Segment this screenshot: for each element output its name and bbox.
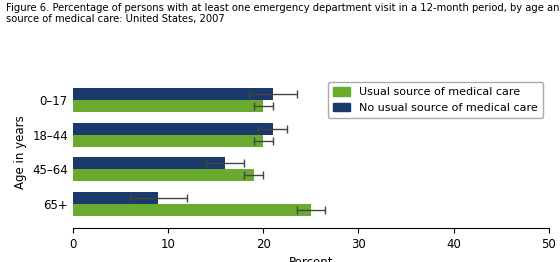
X-axis label: Percent: Percent — [288, 256, 333, 262]
Bar — [73, 204, 311, 216]
Text: Figure 6. Percentage of persons with at least one emergency department visit in : Figure 6. Percentage of persons with at … — [6, 3, 560, 24]
Bar — [73, 157, 225, 169]
Bar — [73, 135, 263, 147]
Y-axis label: Age in years: Age in years — [13, 115, 27, 189]
Bar — [73, 123, 273, 135]
Legend: Usual source of medical care, No usual source of medical care: Usual source of medical care, No usual s… — [328, 81, 543, 118]
Bar — [73, 100, 263, 112]
Bar — [73, 169, 254, 181]
Bar — [73, 88, 273, 100]
Bar — [73, 192, 158, 204]
